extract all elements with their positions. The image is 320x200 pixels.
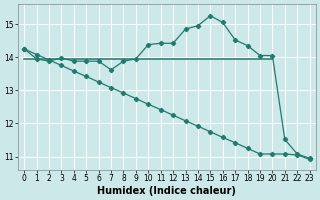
X-axis label: Humidex (Indice chaleur): Humidex (Indice chaleur) bbox=[98, 186, 236, 196]
